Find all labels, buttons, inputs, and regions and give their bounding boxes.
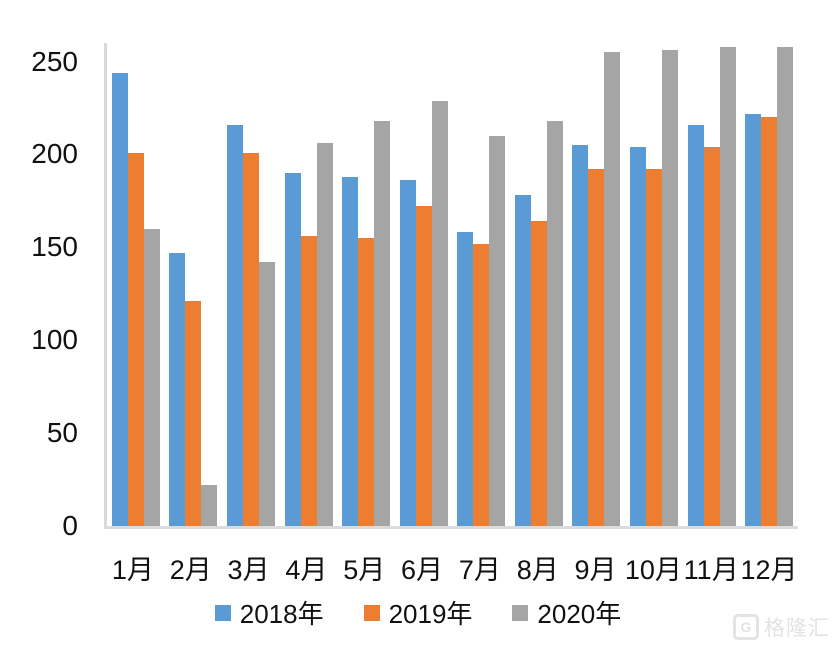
bar-2018年-5月 [342, 177, 359, 526]
bar-2019年-7月 [473, 244, 490, 526]
bar-group-2月 [165, 43, 223, 526]
x-axis-label-10月: 10月 [624, 555, 682, 585]
bar-group-5月 [337, 43, 395, 526]
bar-group-8月 [510, 43, 568, 526]
legend: 2018年 2019年 2020年 [0, 594, 836, 631]
y-axis-tick-label: 200 [31, 138, 78, 170]
bar-2018年-4月 [284, 173, 301, 526]
bar-2019年-2月 [185, 301, 202, 526]
bar-group-1月 [107, 43, 165, 526]
x-axis: 1月 2月 3月 4月 5月 6月 7月 8月 9月 10月 11月 12月 [104, 548, 798, 587]
bar-group-3月 [222, 43, 280, 526]
legend-label: 2018年 [239, 599, 324, 629]
bar-2020年-4月 [316, 143, 333, 526]
bar-2019年-3月 [242, 153, 259, 526]
x-axis-label-3月: 3月 [227, 555, 270, 585]
bar-2018年-2月 [169, 253, 186, 526]
y-axis-tick-label: 100 [31, 324, 78, 356]
y-axis-tick-label: 0 [62, 510, 78, 541]
bar-2018年-7月 [457, 232, 474, 526]
legend-label: 2019年 [388, 599, 473, 629]
x-axis-label-1月: 1月 [111, 555, 154, 585]
bar-group-9月 [568, 43, 626, 526]
bar-2020年-10月 [661, 50, 678, 526]
bar-2020年-9月 [604, 52, 621, 526]
bar-group-11月 [683, 43, 741, 526]
bar-2019年-11月 [703, 147, 720, 526]
bar-2020年-3月 [258, 262, 275, 526]
x-axis-label-7月: 7月 [458, 555, 501, 585]
bar-group-10月 [625, 43, 683, 526]
x-axis-label-6月: 6月 [401, 555, 444, 585]
legend-item-2020年: 2020年 [512, 594, 621, 631]
bar-2020年-2月 [201, 485, 218, 526]
bar-2018年-1月 [111, 73, 128, 526]
bar-group-7月 [452, 43, 510, 526]
x-axis-label-5月: 5月 [343, 555, 386, 585]
bar-2019年-1月 [127, 153, 144, 526]
legend-swatch-icon [214, 604, 231, 621]
bar-2019年-4月 [300, 236, 317, 526]
plot-area [104, 43, 798, 529]
bar-2019年-6月 [415, 206, 432, 526]
bar-2020年-12月 [777, 47, 794, 526]
bar-2019年-9月 [588, 169, 605, 526]
bar-2020年-5月 [374, 121, 391, 526]
watermark-logo-icon: G [733, 614, 759, 640]
bar-2019年-10月 [645, 169, 662, 526]
bar-2018年-8月 [514, 195, 531, 526]
x-axis-label-9月: 9月 [574, 555, 617, 585]
bar-2018年-10月 [629, 147, 646, 526]
y-axis-tick-label: 50 [46, 417, 78, 449]
legend-swatch-icon [512, 604, 529, 621]
y-axis-tick-label: 150 [31, 231, 78, 263]
bar-2019年-12月 [761, 117, 778, 526]
bar-2018年-3月 [226, 125, 243, 526]
bar-group-6月 [395, 43, 453, 526]
bar-2018年-6月 [399, 180, 416, 526]
bar-2019年-8月 [530, 221, 547, 526]
bar-2019年-5月 [358, 238, 375, 526]
legend-label: 2020年 [537, 599, 622, 629]
bar-2018年-9月 [572, 145, 589, 526]
bar-2020年-1月 [143, 229, 160, 526]
bar-2018年-11月 [687, 125, 704, 526]
bar-2020年-8月 [546, 121, 563, 526]
x-axis-label-8月: 8月 [516, 555, 559, 585]
x-axis-label-2月: 2月 [169, 555, 212, 585]
x-axis-label-11月: 11月 [683, 555, 739, 585]
bar-2020年-11月 [719, 47, 736, 526]
x-axis-label-12月: 12月 [740, 555, 798, 585]
legend-swatch-icon [363, 604, 380, 621]
bar-group-12月 [740, 43, 798, 526]
legend-item-2019年: 2019年 [363, 594, 473, 631]
y-axis-tick-label: 250 [31, 45, 78, 77]
bar-group-4月 [280, 43, 338, 526]
x-axis-label-4月: 4月 [285, 555, 328, 585]
bar-2020年-7月 [489, 136, 506, 526]
watermark: G 格隆汇 [733, 612, 830, 642]
legend-item-2018年: 2018年 [214, 594, 324, 631]
bar-2018年-12月 [745, 114, 762, 526]
watermark-text: 格隆汇 [764, 617, 830, 640]
bar-2020年-6月 [431, 101, 448, 526]
